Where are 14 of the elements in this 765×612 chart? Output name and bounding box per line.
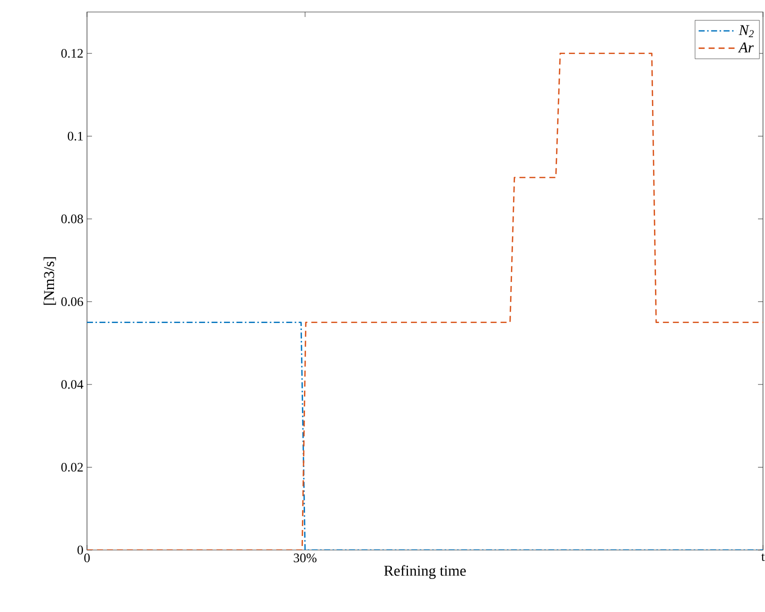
y-tick-label: 0.06	[61, 297, 84, 306]
y-axis-title: [Nm3/s]	[44, 257, 56, 305]
legend-label: Ar	[738, 42, 754, 52]
x-axis-title: Refining time	[384, 565, 466, 579]
x-tick-label: t	[761, 554, 765, 561]
y-tick-label: 0	[78, 546, 83, 554]
x-tick-label: 30%	[294, 554, 316, 562]
y-tick-label: 0.1	[68, 132, 83, 141]
x-tick-label: 0	[84, 554, 90, 562]
y-tick-label: 0.12	[61, 48, 83, 58]
y-tick-label: 0.04	[61, 380, 84, 389]
legend-label: N$_{2}$	[738, 25, 754, 38]
y-tick-label: 0.08	[61, 214, 83, 224]
y-tick-label: 0.02	[61, 462, 83, 472]
